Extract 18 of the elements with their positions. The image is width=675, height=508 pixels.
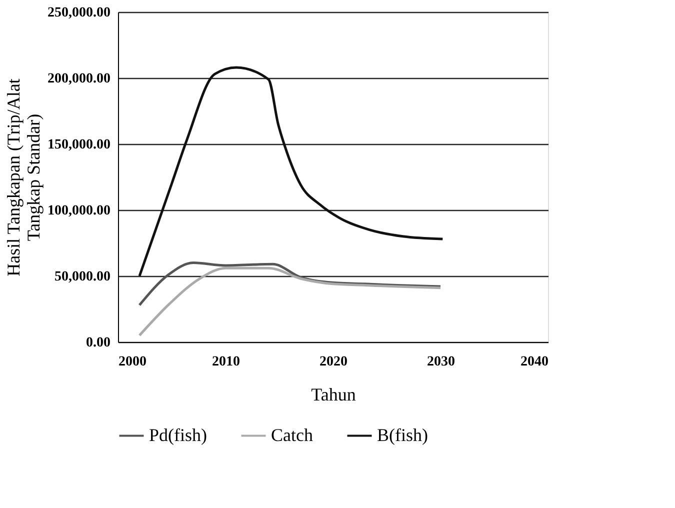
line-series [138,266,442,337]
y-tick-label: 50,000.00 [54,270,110,284]
x-tick-label: 2040 [520,354,548,370]
y-tick-label: 100,000.00 [48,204,110,218]
y-tick-label: 200,000.00 [48,72,110,86]
x-tick-label: 2030 [427,354,455,370]
line-series [138,66,444,278]
x-tick-label: 2000 [118,354,146,370]
y-tick-label: 150,000.00 [48,138,110,152]
legend-label: Catch [271,424,313,445]
y-tick-label: 250,000.00 [48,6,110,20]
x-tick-label: 2020 [320,354,348,370]
y-axis-title: Hasil Tangkapan (Trip/Alat Tangkap Standar) [4,78,44,276]
x-axis-title: Tahun [311,384,356,404]
x-tick-label: 2010 [212,354,240,370]
legend-label: Pd(fish) [149,424,208,445]
y-tick-label: 0.00 [86,336,110,350]
legend-label: B(fish) [377,424,428,445]
